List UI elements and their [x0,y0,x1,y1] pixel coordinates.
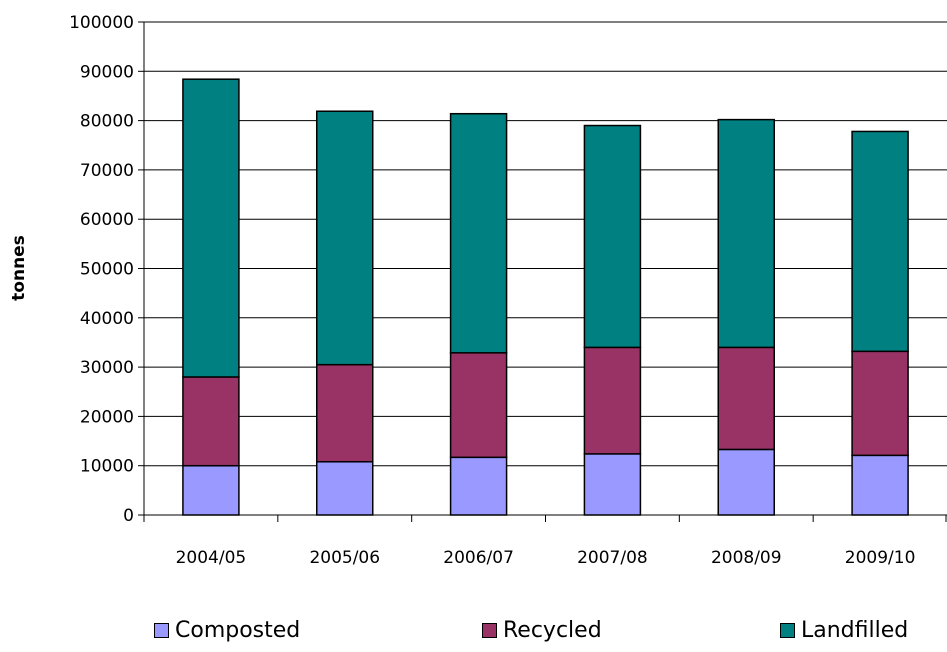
x-tick-label: 2009/10 [845,548,916,568]
bar-layer [182,78,909,516]
legend-label: Landfilled [801,618,909,643]
legend: Composted Recycled Landfilled [0,618,947,652]
bar-segment-composted [583,453,642,516]
x-tick-label: 2004/05 [176,548,247,568]
y-axis-title: tonnes [9,235,29,301]
x-tick-label: 2007/08 [577,548,648,568]
bar-segment-composted [182,464,240,516]
y-tick-label: 40000 [80,309,134,329]
axes [143,22,947,522]
bar-segment-landfilled [717,118,775,349]
legend-item-composted: Composted [154,618,300,643]
y-tick-label: 20000 [80,407,134,427]
legend-swatch [154,623,169,638]
x-tick-labels: 2004/05 2005/06 2006/07 2007/08 2008/09 2009/… [176,548,916,568]
bar-segment-recycled [851,350,909,457]
bar-segment-landfilled [182,78,240,378]
bar-segment-recycled [182,376,240,467]
legend-swatch [780,623,795,638]
bar-segment-landfilled [316,110,374,366]
y-tick-label: 100000 [69,13,134,33]
y-tick-label: 70000 [80,161,134,181]
x-tick-label: 2008/09 [711,548,782,568]
bar-segment-composted [717,448,775,516]
y-tick-label: 30000 [80,358,134,378]
bar-segment-recycled [449,352,508,459]
y-tick-label: 60000 [80,210,134,230]
bar-segment-landfilled [449,112,508,354]
legend-label: Composted [175,618,301,643]
x-tick-label: 2005/06 [309,548,380,568]
gridlines [138,21,947,516]
x-tick-label: 2006/07 [443,548,514,568]
y-tick-label: 50000 [80,260,134,280]
y-tick-label: 0 [123,506,134,526]
bar-segment-composted [449,456,508,516]
y-tick-label: 80000 [80,112,134,132]
bar-segment-recycled [717,346,775,451]
bar-segment-recycled [583,346,642,455]
bar-segment-composted [851,454,909,516]
bar-segment-recycled [316,363,374,463]
legend-label: Recycled [503,618,602,643]
bar-segment-composted [316,461,374,516]
bar-segment-landfilled [851,130,909,353]
bar-segment-landfilled [583,124,642,349]
y-tick-label: 90000 [80,62,134,82]
y-tick-label: 10000 [80,457,134,477]
legend-swatch [482,623,497,638]
legend-item-recycled: Recycled [482,618,602,643]
y-tick-labels: 0 10000 20000 30000 40000 50000 60000 70000 8000… [69,13,134,526]
stacked-bar-chart: 0 10000 20000 30000 40000 50000 60000 70000 8000… [9,13,947,568]
legend-item-landfilled: Landfilled [780,618,908,643]
